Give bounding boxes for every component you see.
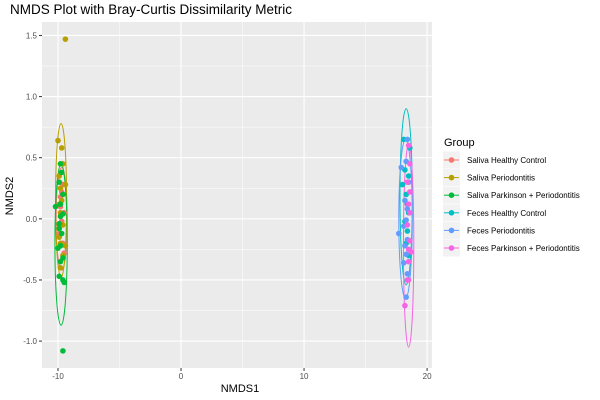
data-point — [57, 201, 64, 207]
y-tick-label: -1.0 — [23, 337, 37, 346]
data-point — [404, 179, 411, 185]
data-point — [62, 242, 69, 249]
data-point — [57, 161, 64, 167]
chart-title: NMDS Plot with Bray-Curtis Dissimilarity… — [10, 2, 292, 17]
legend-label: Saliva Parkinson + Periodontitis — [467, 191, 580, 200]
data-point — [400, 260, 407, 266]
data-point — [57, 264, 64, 271]
x-axis-title: NMDS1 — [221, 383, 260, 395]
legend-key-point — [448, 157, 455, 163]
data-point — [58, 169, 65, 176]
data-point — [407, 189, 413, 195]
data-point — [57, 258, 64, 265]
data-point — [403, 294, 409, 300]
data-point — [398, 164, 405, 171]
data-point — [402, 197, 408, 204]
data-point — [405, 142, 412, 149]
data-point — [404, 271, 411, 277]
data-point — [58, 230, 65, 237]
data-point — [57, 213, 64, 220]
legend-key-point — [448, 210, 455, 216]
legend-label: Feces Parkinson + Periodontitis — [467, 244, 580, 253]
data-point — [407, 209, 413, 216]
x-tick-label: 10 — [300, 372, 309, 381]
panel-background — [42, 22, 432, 368]
data-point — [405, 173, 412, 179]
data-point — [408, 249, 414, 255]
x-tick-label: -10 — [52, 372, 64, 381]
data-point — [407, 238, 413, 244]
x-tick-label: 0 — [179, 372, 184, 381]
data-point — [404, 136, 411, 143]
axes: -10 0 10 20 -1.0 -0.5 0.0 0.5 1.0 1.5 — [23, 31, 432, 381]
y-tick-label: 1.0 — [26, 93, 38, 102]
data-point — [403, 251, 409, 258]
data-point — [56, 225, 63, 232]
data-point — [52, 203, 59, 210]
legend-label: Feces Healthy Control — [467, 209, 546, 218]
y-tick-label: 0.0 — [26, 215, 38, 224]
data-point — [60, 191, 66, 198]
data-point — [405, 201, 412, 207]
data-point — [56, 179, 63, 185]
y-tick-label: -0.5 — [23, 276, 37, 285]
data-point — [57, 185, 64, 192]
data-point — [404, 222, 411, 228]
legend-key-point — [448, 192, 455, 198]
data-point — [402, 242, 408, 249]
data-point — [61, 279, 67, 286]
data-point — [407, 161, 413, 167]
legend-key-point — [448, 227, 455, 234]
data-point — [404, 228, 411, 234]
y-axis-title: NMDS2 — [4, 177, 16, 216]
y-tick-label: 0.5 — [26, 154, 38, 163]
data-point — [56, 273, 63, 280]
legend-label: Saliva Healthy Control — [467, 156, 546, 165]
y-tick-label: 1.5 — [26, 31, 38, 40]
legend-key-point — [448, 245, 455, 251]
data-point — [399, 181, 406, 188]
data-point — [395, 230, 402, 237]
legend-label: Saliva Periodontitis — [467, 174, 535, 183]
legend-label: Feces Periodontitis — [467, 226, 535, 235]
legend-key-point — [448, 174, 455, 181]
data-point — [60, 348, 66, 354]
data-point — [58, 145, 65, 151]
data-point — [405, 277, 412, 283]
plot-panel — [42, 22, 432, 368]
data-point — [403, 217, 409, 223]
data-point — [62, 181, 69, 188]
data-point — [55, 137, 61, 144]
data-point — [62, 36, 69, 42]
legend-title: Group — [444, 137, 475, 149]
data-point — [56, 220, 63, 227]
data-point — [55, 245, 61, 251]
data-point — [405, 258, 412, 265]
x-tick-label: 20 — [423, 372, 432, 381]
data-point — [402, 302, 408, 309]
legend: Group Saliva Healthy Control Saliva Perio… — [443, 137, 580, 257]
